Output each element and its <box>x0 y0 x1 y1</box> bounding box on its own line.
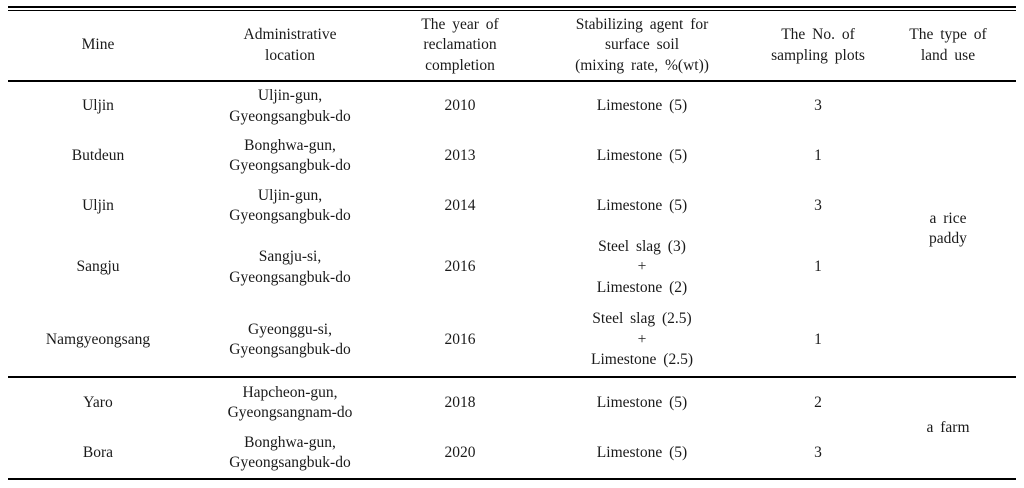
cell-mine: Bora <box>82 443 114 461</box>
cell-location: Uljin-gun, Gyeongsangbuk-do <box>229 87 351 125</box>
table-row: Uljin Uljin-gun, Gyeongsangbuk-do 2014 L… <box>8 181 1016 231</box>
table-row: Butdeun Bonghwa-gun, Gyeongsangbuk-do 20… <box>8 131 1016 181</box>
cell-mine: Uljin <box>82 97 114 115</box>
table-row: Uljin Uljin-gun, Gyeongsangbuk-do 2010 L… <box>8 81 1016 378</box>
table-row: Bora Bonghwa-gun, Gyeongsangbuk-do 2020 … <box>8 428 1016 479</box>
cell-plots: 1 <box>814 146 822 164</box>
cell-agent: Limestone (5) <box>596 443 688 461</box>
cell-plots: 3 <box>814 196 822 214</box>
cell-year: 2018 <box>444 393 476 411</box>
cell-location: Bonghwa-gun, Gyeongsangbuk-do <box>229 433 351 471</box>
paper-page: Mine Administrative location The year of… <box>0 6 1024 488</box>
top-rule-thick <box>8 6 1016 8</box>
header-cell-mine: Mine <box>8 11 188 82</box>
cell-mine: Uljin <box>82 196 114 214</box>
cell-plots: 2 <box>814 393 822 411</box>
cell-agent: Limestone (5) <box>596 393 688 411</box>
cell-year: 2016 <box>444 258 476 276</box>
cell-agent: Steel slag (2.5) + Limestone (2.5) <box>528 304 756 378</box>
cell-mine: Yaro <box>83 393 113 411</box>
mine-reclamation-table: Mine Administrative location The year of… <box>8 11 1016 480</box>
cell-year: 2013 <box>444 146 476 164</box>
cell-mine: Butdeun <box>71 146 125 164</box>
header-cell-land-use: The type of land use <box>880 11 1016 82</box>
cell-agent: Limestone (5) <box>596 146 688 164</box>
cell-agent: Limestone (5) <box>596 196 688 214</box>
cell-agent: Limestone (5) <box>596 97 688 115</box>
cell-plots: 1 <box>814 258 822 276</box>
top-rule-thin <box>8 10 1016 11</box>
header-cell-agent: Stabilizing agent for surface soil (mixi… <box>528 11 756 82</box>
header-cell-location: Administrative location <box>188 11 392 82</box>
header-cell-plots: The No. of sampling plots <box>756 11 880 82</box>
cell-mine: Namgyeongsang <box>8 304 188 378</box>
cell-location: Bonghwa-gun, Gyeongsangbuk-do <box>229 136 351 174</box>
cell-location: Hapcheon-gun, Gyeongsangnam-do <box>227 383 353 421</box>
header-row: Mine Administrative location The year of… <box>8 11 1016 82</box>
cell-land-use-rice-paddy: a rice paddy <box>880 81 1016 378</box>
table-row: Namgyeongsang Gyeonggu-si, Gyeongsangbuk… <box>8 304 1016 378</box>
table-row: Yaro Hapcheon-gun, Gyeongsangnam-do 2018… <box>8 377 1016 436</box>
cell-land-use-farm: a farm <box>926 418 970 436</box>
cell-location: Uljin-gun, Gyeongsangbuk-do <box>229 186 351 224</box>
cell-year: 2020 <box>444 443 476 461</box>
cell-location: Gyeonggu-si, Gyeongsangbuk-do <box>188 304 392 378</box>
cell-mine: Sangju <box>76 258 120 276</box>
cell-plots: 1 <box>756 304 880 378</box>
cell-year: 2016 <box>392 304 528 378</box>
cell-location: Sangju-si, Gyeongsangbuk-do <box>229 248 351 286</box>
cell-year: 2010 <box>444 97 476 115</box>
cell-plots: 3 <box>814 443 822 461</box>
cell-plots: 3 <box>814 97 822 115</box>
mine-reclamation-table-wrap: Mine Administrative location The year of… <box>8 6 1016 480</box>
cell-year: 2014 <box>444 196 476 214</box>
cell-agent: Steel slag (3) + Limestone (2) <box>596 237 688 296</box>
header-cell-year: The year of reclamation completion <box>392 11 528 82</box>
table-row: Sangju Sangju-si, Gyeongsangbuk-do 2016 … <box>8 231 1016 304</box>
